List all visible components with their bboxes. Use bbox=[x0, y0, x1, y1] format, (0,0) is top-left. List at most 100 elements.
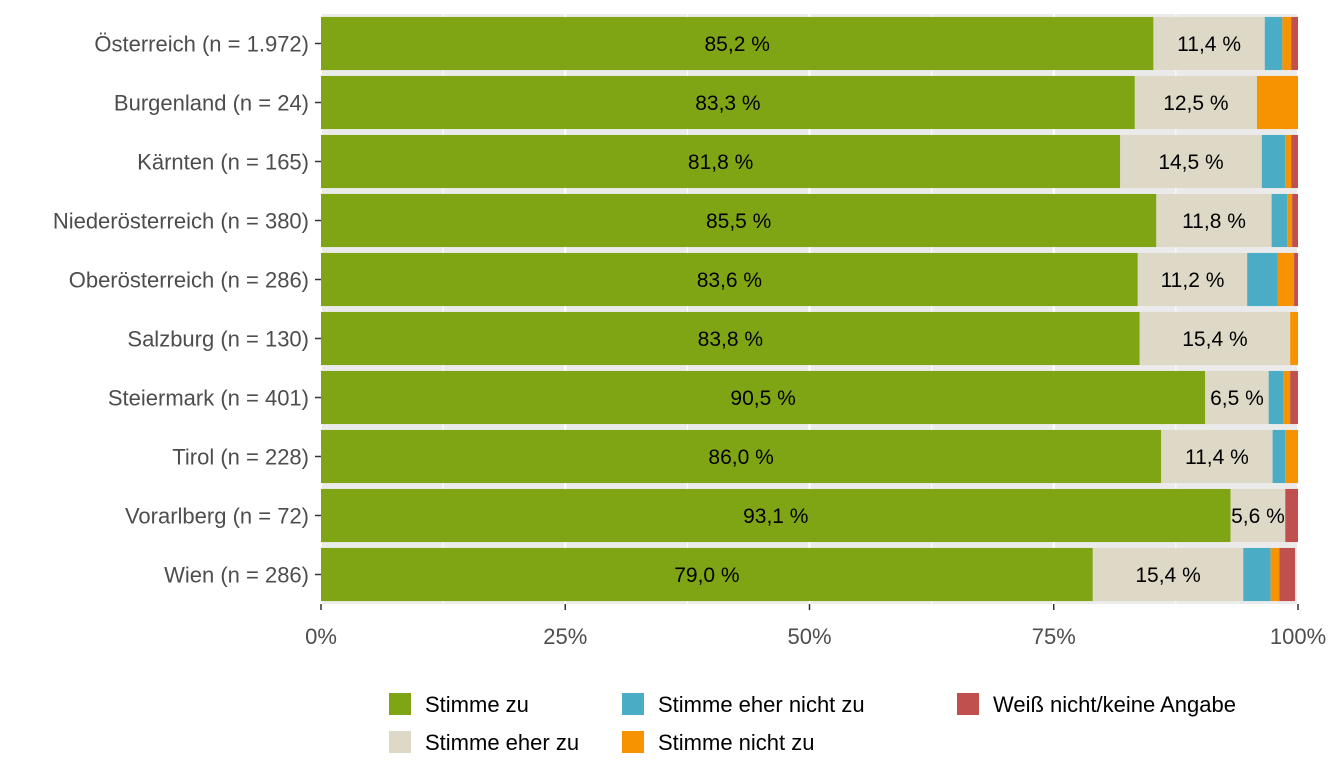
bar-segment bbox=[1153, 16, 1265, 71]
bar-segment bbox=[1268, 370, 1284, 425]
data-label: 6,5 % bbox=[1210, 387, 1264, 410]
bar-segment bbox=[321, 547, 1093, 602]
bar-row: 81,8 % 14,5 % bbox=[321, 134, 1298, 189]
bar-segment bbox=[1092, 547, 1244, 602]
x-tick-label: 0% bbox=[305, 624, 337, 649]
data-label: 90,5 % bbox=[730, 387, 795, 410]
bar-segment bbox=[1120, 134, 1262, 189]
data-label: 15,4 % bbox=[1182, 328, 1247, 351]
bar-segment bbox=[321, 370, 1206, 425]
bar-segment bbox=[321, 193, 1157, 248]
bar-segment bbox=[1290, 311, 1298, 366]
bar-segment bbox=[321, 252, 1138, 307]
data-label: 93,1 % bbox=[743, 505, 808, 528]
legend-item: Stimme eher zu bbox=[389, 730, 579, 755]
bar-segment bbox=[1137, 252, 1248, 307]
bar-segment bbox=[321, 75, 1135, 130]
bar-segment bbox=[1271, 193, 1288, 248]
bar-segment bbox=[1134, 75, 1257, 130]
bar-segment bbox=[1156, 193, 1272, 248]
bar-segment bbox=[1270, 547, 1280, 602]
bar-segment bbox=[321, 429, 1162, 484]
legend-label: Stimme eher zu bbox=[425, 730, 579, 755]
bar-segment bbox=[1139, 311, 1291, 366]
bar-segment bbox=[1282, 16, 1292, 71]
category-label: Kärnten (n = 165) bbox=[137, 150, 309, 175]
bar-row: 83,8 % 15,4 % bbox=[321, 311, 1298, 366]
bar-segment bbox=[321, 134, 1121, 189]
bar-segment bbox=[1285, 488, 1298, 543]
bar-segment bbox=[1205, 370, 1269, 425]
bar-row: 86,0 % 11,4 % bbox=[321, 429, 1298, 484]
data-label: 83,8 % bbox=[698, 328, 763, 351]
data-label: 11,4 % bbox=[1185, 446, 1249, 469]
bar-segment bbox=[1283, 370, 1291, 425]
category-label: Wien (n = 286) bbox=[164, 563, 309, 588]
data-label: 5,6 % bbox=[1231, 505, 1285, 528]
data-label: 15,4 % bbox=[1135, 564, 1200, 587]
category-label: Salzburg (n = 130) bbox=[127, 327, 309, 352]
legend: Stimme zu Stimme eher zu Stimme eher nicht… bbox=[389, 692, 1236, 755]
legend-item: Stimme zu bbox=[389, 692, 529, 717]
data-label: 81,8 % bbox=[688, 151, 753, 174]
legend-label: Stimme zu bbox=[425, 692, 529, 717]
bar-segment bbox=[1272, 429, 1286, 484]
data-label: 83,6 % bbox=[697, 269, 762, 292]
category-label: Österreich (n = 1.972) bbox=[94, 32, 309, 57]
bar-segment bbox=[1294, 252, 1298, 307]
data-label: 83,3 % bbox=[695, 92, 760, 115]
data-label: 86,0 % bbox=[708, 446, 773, 469]
data-label: 85,5 % bbox=[706, 210, 771, 233]
data-label: 11,4 % bbox=[1177, 33, 1241, 56]
legend-swatch bbox=[622, 693, 644, 715]
bar-segment bbox=[1279, 547, 1296, 602]
data-label: 11,8 % bbox=[1182, 210, 1246, 233]
bar-segment bbox=[1230, 488, 1286, 543]
bar-segment bbox=[1291, 134, 1298, 189]
bars: 85,2 % 11,4 % 83,3 % 12,5 % 81,8 % 14,5 % 85,5… bbox=[321, 16, 1298, 602]
bar-row: 93,1 % 5,6 % bbox=[321, 488, 1298, 543]
bar-segment bbox=[1287, 193, 1293, 248]
bar-row: 83,3 % 12,5 % bbox=[321, 75, 1298, 130]
bar-segment bbox=[1290, 370, 1298, 425]
data-label: 11,2 % bbox=[1161, 269, 1225, 292]
bar-segment bbox=[1256, 75, 1298, 130]
bar-segment bbox=[1285, 134, 1292, 189]
data-label: 79,0 % bbox=[674, 564, 739, 587]
bar-row: 85,5 % 11,8 % bbox=[321, 193, 1298, 248]
category-label: Vorarlberg (n = 72) bbox=[125, 504, 309, 529]
data-label: 14,5 % bbox=[1158, 151, 1223, 174]
bar-segment bbox=[1264, 16, 1283, 71]
bar-segment bbox=[321, 16, 1154, 71]
x-tick-label: 50% bbox=[787, 624, 831, 649]
bar-segment bbox=[1291, 16, 1298, 71]
bar-row: 85,2 % 11,4 % bbox=[321, 16, 1298, 71]
bar-segment bbox=[1243, 547, 1271, 602]
legend-swatch bbox=[389, 731, 411, 753]
data-label: 85,2 % bbox=[705, 33, 770, 56]
category-label: Steiermark (n = 401) bbox=[108, 386, 309, 411]
bar-segment bbox=[1292, 193, 1298, 248]
category-label: Burgenland (n = 24) bbox=[114, 91, 309, 116]
legend-item: Weiß nicht/keine Angabe bbox=[957, 692, 1236, 717]
legend-item: Stimme eher nicht zu bbox=[622, 692, 865, 717]
legend-label: Weiß nicht/keine Angabe bbox=[993, 692, 1236, 717]
legend-label: Stimme nicht zu bbox=[658, 730, 815, 755]
bar-row: 90,5 % 6,5 % bbox=[321, 370, 1298, 425]
category-labels: Österreich (n = 1.972) Burgenland (n = 24… bbox=[53, 32, 321, 588]
bar-segment bbox=[321, 488, 1231, 543]
legend-swatch bbox=[389, 693, 411, 715]
bar-segment bbox=[1285, 429, 1298, 484]
bar-segment bbox=[1277, 252, 1295, 307]
legend-item: Stimme nicht zu bbox=[622, 730, 815, 755]
bar-segment bbox=[321, 311, 1140, 366]
x-axis: 0% 25% 50% 75% 100% bbox=[305, 604, 1326, 649]
bar-row: 79,0 % 15,4 % bbox=[321, 547, 1296, 602]
legend-swatch bbox=[622, 731, 644, 753]
bar-segment bbox=[1261, 134, 1286, 189]
bar-segment bbox=[1247, 252, 1278, 307]
data-label: 12,5 % bbox=[1163, 92, 1228, 115]
x-tick-label: 25% bbox=[543, 624, 587, 649]
category-label: Tirol (n = 228) bbox=[172, 445, 309, 470]
